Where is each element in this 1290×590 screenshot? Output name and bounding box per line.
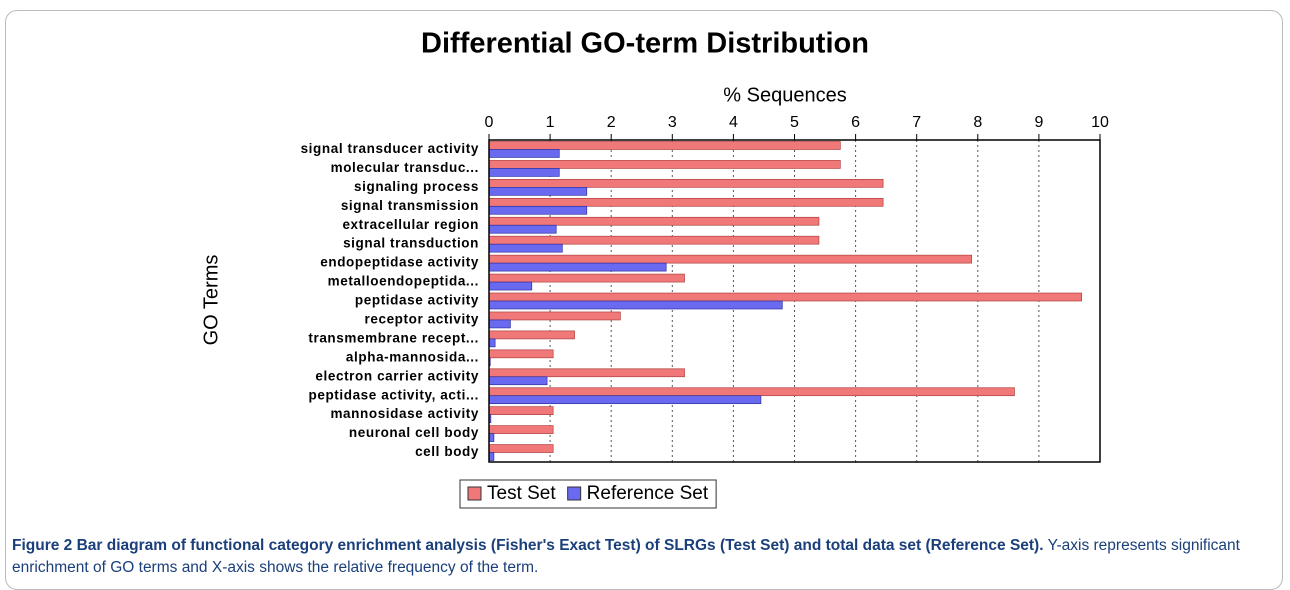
caption-text: Y-axis represents significant enrichment… (12, 537, 1240, 576)
bar (488, 160, 841, 169)
y-tick-label: signal transducer activity (301, 141, 479, 156)
y-tick-label: neuronal cell body (349, 425, 479, 440)
bar (488, 141, 841, 150)
x-tick-label: 10 (1091, 114, 1109, 131)
caption-title: Figure 2 Bar diagram of functional categ… (12, 537, 1044, 554)
x-tick-label: 9 (1034, 114, 1043, 131)
legend-box (459, 479, 717, 509)
y-tick-label: electron carrier activity (315, 368, 479, 383)
x-tick-label: 4 (729, 114, 738, 131)
bar (488, 349, 554, 359)
y-tick-label: mannosidase activity (330, 406, 479, 421)
bar (488, 425, 554, 434)
bar (488, 168, 560, 177)
y-tick-label: signal transduction (343, 236, 479, 251)
bar (488, 319, 511, 329)
y-axis-label: GO Terms (200, 255, 222, 346)
bar (488, 205, 588, 215)
x-tick-label: 7 (912, 114, 921, 131)
x-tick-label: 5 (790, 114, 799, 131)
x-axis-label: % Sequences (723, 84, 846, 106)
bar (488, 187, 588, 196)
bar (488, 273, 685, 283)
y-tick-label: peptidase activity (355, 293, 479, 308)
bar (488, 368, 685, 378)
bar (488, 292, 1083, 302)
x-tick-label: 2 (607, 114, 616, 131)
x-tick-label: 6 (851, 114, 860, 131)
bar (488, 149, 560, 158)
y-tick-label: peptidase activity, acti... (308, 387, 479, 402)
plot-border (488, 139, 1101, 463)
x-tick-label: 1 (546, 114, 555, 131)
y-tick-label: alpha-mannosida... (346, 349, 479, 364)
y-tick-label: extracellular region (342, 217, 479, 232)
bar (488, 243, 563, 253)
y-tick-label: endopeptidase activity (320, 255, 479, 270)
x-tick-label: 0 (485, 114, 494, 131)
y-tick-label: receptor activity (365, 312, 480, 327)
bar (488, 235, 820, 245)
y-tick-label: molecular transduc... (331, 160, 479, 175)
bar (488, 330, 575, 340)
bar (488, 444, 554, 453)
bar (488, 376, 548, 386)
x-tick-label: 8 (973, 114, 982, 131)
bar (488, 216, 820, 226)
legend-swatch (467, 486, 482, 501)
y-tick-label: cell body (415, 444, 479, 459)
legend-label: Reference Set (587, 483, 709, 504)
bar (488, 311, 621, 321)
y-tick-label: metalloendopeptida... (328, 274, 479, 289)
y-tick-label: signaling process (354, 179, 479, 194)
caption: Figure 2 Bar diagram of functional categ… (12, 535, 1277, 579)
bar (488, 300, 783, 310)
legend-swatch (567, 486, 582, 501)
chart: Differential GO-term Distribution % Sequ… (200, 28, 1109, 509)
bar (488, 338, 496, 348)
legend-label: Test Set (487, 483, 556, 504)
bar (488, 281, 533, 291)
bar (488, 179, 884, 188)
bar (488, 254, 973, 264)
chart-title: Differential GO-term Distribution (421, 28, 869, 60)
bar (488, 262, 667, 272)
x-tick-label: 3 (668, 114, 677, 131)
y-tick-label: signal transmission (341, 198, 479, 213)
bar (488, 387, 1015, 397)
bar (488, 395, 762, 405)
bar (488, 197, 884, 207)
bar (488, 224, 557, 234)
bar (488, 406, 554, 415)
y-tick-label: transmembrane recept... (308, 330, 479, 345)
